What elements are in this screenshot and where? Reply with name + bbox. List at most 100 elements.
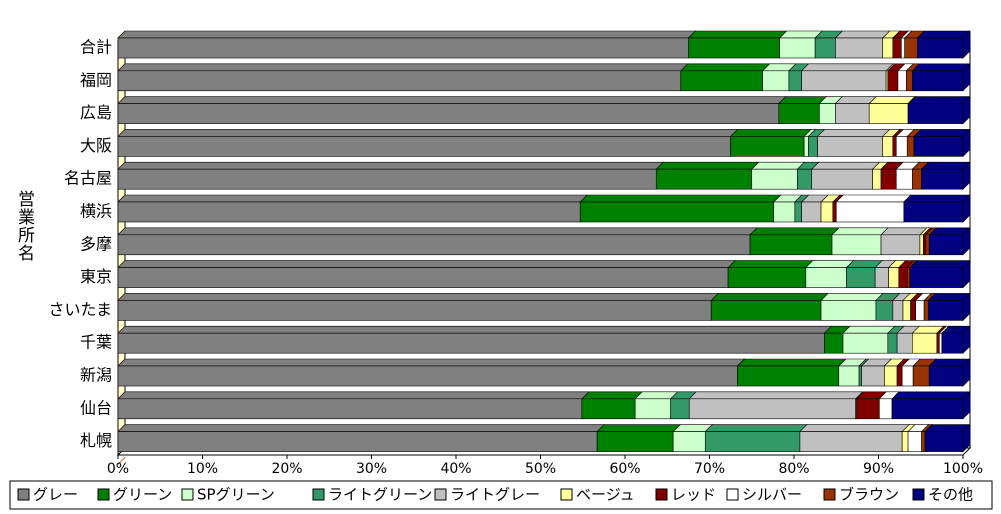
bar	[805, 267, 847, 288]
bar	[872, 168, 882, 190]
bar	[801, 70, 887, 92]
bar-side	[962, 161, 971, 190]
bar	[581, 398, 636, 420]
bar	[835, 103, 870, 124]
bar	[846, 267, 876, 288]
bar	[904, 37, 918, 59]
bar-top	[924, 424, 971, 432]
bar	[117, 136, 731, 157]
bar	[896, 332, 913, 354]
bar	[856, 398, 880, 420]
legend-swatch	[312, 488, 325, 501]
x-tick-label: 100%	[943, 461, 983, 477]
bar	[874, 267, 889, 288]
bar	[811, 168, 873, 190]
bar	[921, 168, 964, 190]
bar	[670, 398, 690, 420]
bar	[928, 365, 964, 387]
bar-top	[117, 96, 787, 104]
bar	[875, 300, 894, 321]
bar-top	[596, 424, 681, 432]
x-tick-label: 30%	[356, 461, 387, 477]
bar-top	[655, 161, 760, 170]
legend-swatch	[181, 488, 194, 501]
bar	[817, 136, 884, 157]
bar-top	[778, 96, 828, 104]
bar	[928, 300, 964, 321]
bar	[891, 398, 964, 420]
y-tick-label: 合計	[80, 38, 112, 57]
y-tick-label: 横浜	[80, 202, 112, 221]
bar	[923, 300, 929, 321]
bar-top	[117, 293, 719, 301]
bar	[117, 201, 581, 223]
bar	[832, 201, 837, 223]
bar	[634, 398, 671, 420]
bar	[779, 37, 816, 59]
y-tick-label: 札幌	[80, 431, 112, 450]
bar	[907, 103, 964, 124]
bar	[824, 332, 844, 354]
bar	[915, 300, 925, 321]
bar-side	[962, 194, 971, 223]
x-tick-label: 0%	[107, 461, 129, 477]
legend-swatch	[655, 488, 668, 501]
bar-top	[579, 194, 782, 203]
bar	[903, 201, 964, 223]
bar-top	[842, 325, 896, 334]
bar	[117, 398, 583, 420]
bar	[892, 136, 897, 157]
bar	[912, 365, 930, 387]
legend-label: ブラウン	[839, 486, 899, 504]
bar	[892, 300, 904, 321]
bar	[117, 103, 780, 124]
bar	[799, 431, 903, 452]
x-tick-label: 80%	[778, 461, 809, 477]
bar	[907, 431, 922, 452]
y-tick-label: 福岡	[80, 70, 112, 89]
bar	[820, 300, 877, 321]
bar-top	[916, 30, 971, 39]
bar	[921, 431, 926, 452]
y-tick-label: 仙台	[80, 398, 112, 417]
x-tick-label: 20%	[271, 461, 302, 477]
bar-side	[962, 63, 971, 92]
bar	[117, 332, 825, 354]
bar	[887, 332, 898, 354]
bar	[835, 201, 905, 223]
bar-top	[688, 391, 864, 400]
bar	[838, 365, 860, 387]
bar	[117, 300, 712, 321]
bar	[579, 201, 775, 223]
bar	[928, 234, 964, 256]
bar	[819, 103, 836, 124]
bar-top	[117, 325, 833, 334]
bar	[911, 70, 964, 92]
bar	[901, 365, 914, 387]
y-axis-label: 営業所名	[14, 190, 34, 262]
bar	[730, 136, 805, 157]
x-tick-label: 90%	[863, 461, 894, 477]
bar-top	[729, 129, 812, 137]
legend-swatch	[17, 488, 30, 501]
bar	[762, 70, 790, 92]
bar	[917, 37, 964, 59]
bar-top	[903, 194, 971, 203]
y-tick-label: 大阪	[80, 136, 112, 155]
bar	[803, 136, 809, 157]
bar	[727, 267, 807, 288]
bar-side	[962, 391, 971, 420]
bar	[778, 103, 820, 124]
bar	[737, 365, 840, 387]
bar	[672, 431, 706, 452]
bar	[884, 365, 898, 387]
bar-top	[751, 161, 806, 170]
y-tick-label: 東京	[80, 267, 112, 286]
bar	[880, 168, 897, 190]
bar-side	[962, 95, 971, 125]
bar-top	[117, 30, 697, 39]
bar-top	[913, 129, 971, 137]
bar-top	[117, 358, 746, 367]
bar	[820, 201, 834, 223]
